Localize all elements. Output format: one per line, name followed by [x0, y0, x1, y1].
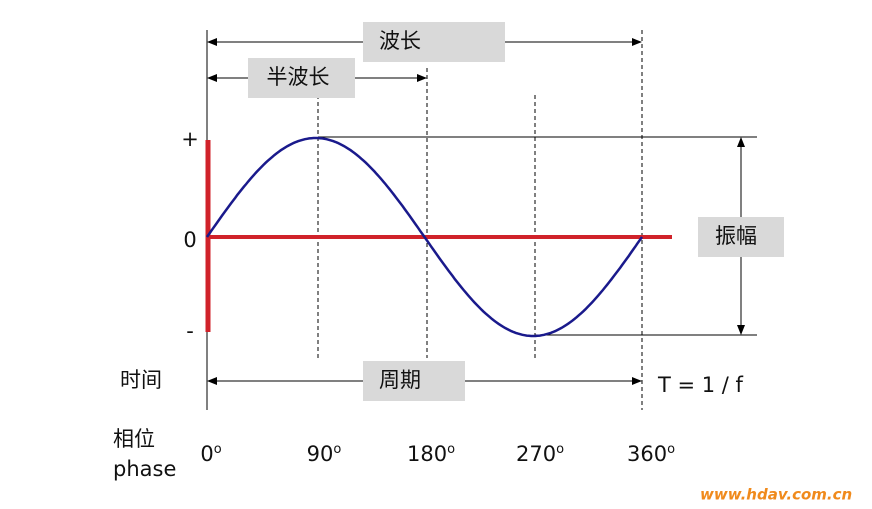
sine-wave: [205, 136, 644, 338]
label-box: [248, 58, 355, 98]
phase-tick-value: 180: [407, 442, 447, 466]
minus-label: -: [186, 319, 194, 343]
wavelength-label: 波长: [379, 29, 421, 53]
phase-label-cn: 相位: [113, 427, 155, 451]
phase-tick-value: 360: [627, 442, 667, 466]
plus-label: +: [181, 127, 199, 151]
phase-tick: 90o: [307, 442, 342, 467]
phase-tick: 180o: [407, 442, 455, 467]
phase-tick: 270o: [516, 442, 564, 467]
watermark: www.hdav.com.cn: [700, 486, 852, 504]
degree-sign: o: [667, 442, 675, 457]
phase-ticks: 0o 90o 180o 270o 360o: [200, 442, 675, 467]
degree-sign: o: [556, 442, 564, 457]
formula: T = 1 / f: [657, 373, 744, 397]
degree-sign: o: [333, 442, 341, 457]
label-box: [363, 361, 465, 401]
time-label: 时间: [120, 368, 162, 392]
phase-tick-value: 90: [307, 442, 334, 466]
phase-tick-value: 0: [200, 442, 213, 466]
label-box: [698, 217, 784, 257]
phase-tick: 360o: [627, 442, 675, 467]
phase-label-en: phase: [113, 457, 176, 481]
degree-sign: o: [214, 442, 222, 457]
amplitude-label: 振幅: [715, 224, 757, 248]
half-wavelength-label: 半波长: [267, 65, 330, 89]
period-label: 周期: [379, 368, 421, 392]
phase-tick-value: 270: [516, 442, 556, 466]
label-box: [363, 22, 505, 62]
degree-sign: o: [447, 442, 455, 457]
phase-tick: 0o: [200, 442, 221, 467]
zero-label: 0: [183, 228, 196, 252]
